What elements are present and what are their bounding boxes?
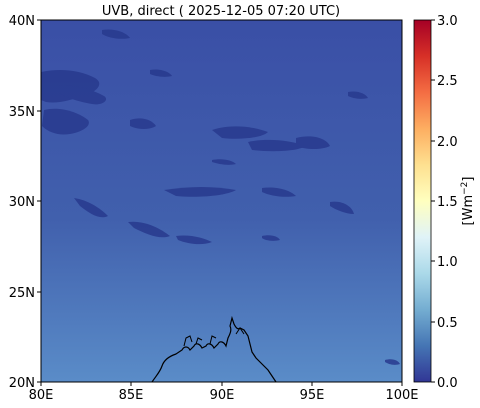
colorbar-label: [Wm−2]	[460, 177, 476, 226]
colorbar-tick: 1.5	[431, 195, 458, 210]
colorbar-tick-label: 3.0	[437, 14, 458, 29]
cloud-patch	[296, 136, 330, 149]
cloud-patch	[385, 359, 400, 365]
colorbar: 0.0 0.5 1.0 1.5 2.0 2.5 3.0 [Wm−2]	[413, 14, 476, 391]
coastline-delta	[183, 327, 245, 347]
lon-tick: 100E	[385, 382, 419, 403]
lat-tick: 30N	[9, 195, 41, 210]
lon-tick-label: 90E	[210, 388, 235, 403]
cloud-patch	[128, 221, 170, 238]
lat-tick-label: 30N	[9, 195, 35, 210]
colorbar-tick: 2.0	[431, 135, 458, 150]
cloud-patch	[74, 198, 108, 218]
lon-tick: 85E	[119, 382, 144, 403]
cloud-shadows	[41, 29, 400, 365]
lat-tick: 35N	[9, 105, 41, 120]
lat-tick: 20N	[9, 376, 41, 391]
cloud-patch	[102, 29, 130, 39]
colorbar-tick: 3.0	[431, 14, 458, 29]
lat-tick-label: 40N	[9, 14, 35, 29]
colorbar-tick: 0.0	[431, 376, 458, 391]
cloud-patch	[248, 139, 306, 152]
map-title: UVB, direct ( 2025-12-05 07:20 UTC)	[102, 4, 340, 19]
lon-tick: 90E	[210, 382, 235, 403]
colorbar-tick-label: 1.5	[437, 195, 458, 210]
lon-axis: 80E 85E 90E 95E 100E	[29, 382, 419, 403]
lon-tick-label: 80E	[29, 388, 54, 403]
colorbar-tick-label: 2.5	[437, 74, 458, 89]
colorbar-tick: 1.0	[431, 255, 458, 270]
lon-tick-label: 95E	[300, 388, 325, 403]
lon-tick-label: 100E	[385, 388, 418, 403]
lat-tick: 40N	[9, 14, 41, 29]
cloud-patch	[212, 159, 236, 165]
lat-tick-label: 35N	[9, 105, 35, 120]
cloud-patch	[150, 69, 172, 77]
coastline	[151, 315, 277, 382]
colorbar-tick-label: 1.0	[437, 255, 458, 270]
colorbar-scale	[413, 19, 432, 383]
cloud-patch	[176, 235, 212, 245]
uvb-field	[41, 20, 402, 382]
map-panel	[40, 19, 403, 383]
colorbar-tick-label: 0.5	[437, 316, 458, 331]
lon-tick-label: 85E	[119, 388, 144, 403]
lon-tick: 95E	[300, 382, 325, 403]
cloud-patch	[262, 187, 296, 197]
colorbar-tick: 0.5	[431, 316, 458, 331]
cloud-patch	[330, 201, 354, 214]
lat-axis: 20N 25N 30N 35N 40N	[9, 14, 41, 391]
lat-tick-label: 20N	[9, 376, 35, 391]
cloud-patch	[348, 91, 368, 99]
colorbar-tick-label: 2.0	[437, 135, 458, 150]
lon-tick: 80E	[29, 382, 54, 403]
lat-tick-label: 25N	[9, 286, 35, 301]
cloud-patch	[212, 126, 268, 139]
cloud-patch	[262, 235, 280, 241]
lat-tick: 25N	[9, 286, 41, 301]
colorbar-tick-label: 0.0	[437, 376, 458, 391]
cloud-patch	[58, 85, 107, 105]
cloud-patch	[164, 187, 236, 197]
colorbar-tick: 2.5	[431, 74, 458, 89]
cloud-patch	[42, 108, 89, 135]
cloud-patch	[130, 118, 156, 129]
